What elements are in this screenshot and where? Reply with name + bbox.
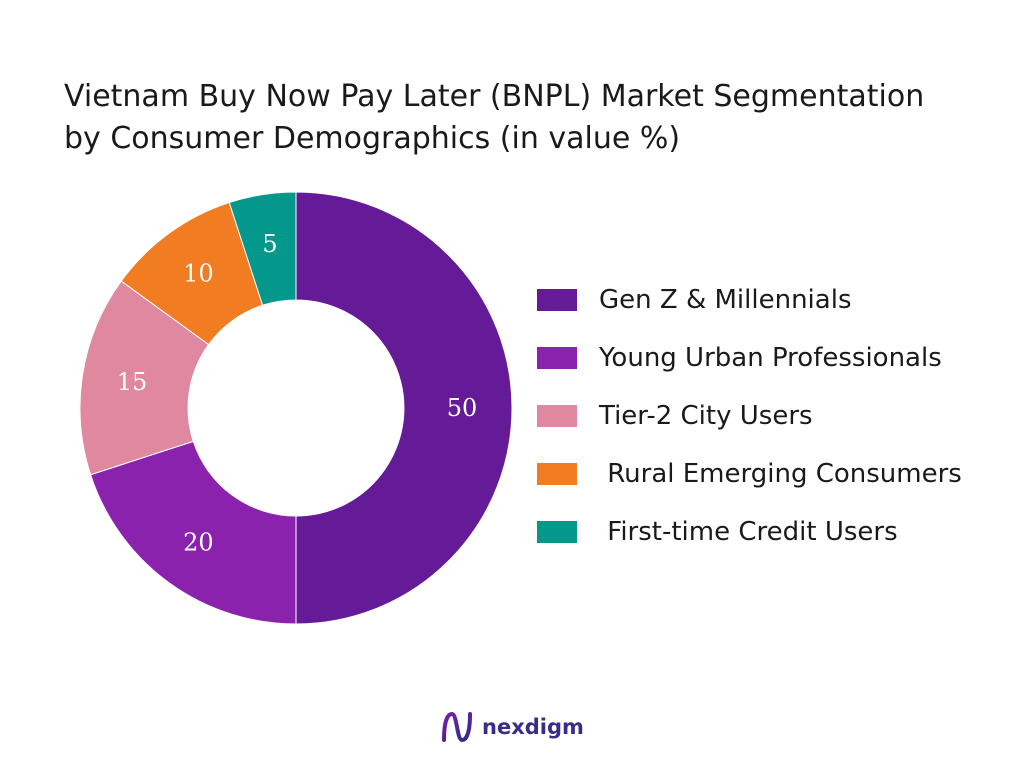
legend-label-0: Gen Z & Millennials bbox=[599, 285, 852, 315]
legend-swatch-2 bbox=[537, 405, 577, 427]
brand-name: nexdigm bbox=[482, 715, 584, 739]
chart-title-line-2: by Consumer Demographics (in value %) bbox=[64, 121, 681, 156]
data-label-4: 5 bbox=[262, 230, 277, 258]
legend-item-2: Tier-2 City Users bbox=[537, 396, 962, 436]
legend-label-4: First-time Credit Users bbox=[599, 517, 898, 547]
legend-label-3: Rural Emerging Consumers bbox=[599, 459, 962, 489]
data-label-0: 50 bbox=[447, 394, 478, 422]
donut-slice-4 bbox=[228, 191, 297, 306]
chart-title-line-1: Vietnam Buy Now Pay Later (BNPL) Market … bbox=[64, 79, 925, 114]
data-label-1: 20 bbox=[183, 528, 214, 556]
legend-item-3: Rural Emerging Consumers bbox=[537, 454, 962, 494]
legend-swatch-1 bbox=[537, 347, 577, 369]
legend-item-1: Young Urban Professionals bbox=[537, 338, 962, 378]
nexdigm-logo-icon bbox=[442, 711, 472, 743]
donut-slice-0 bbox=[295, 191, 513, 625]
legend-item-0: Gen Z & Millennials bbox=[537, 280, 962, 320]
donut-slice-2 bbox=[79, 280, 210, 476]
brand-footer: nexdigm bbox=[440, 710, 584, 744]
data-label-2: 15 bbox=[117, 368, 148, 396]
legend-label-1: Young Urban Professionals bbox=[599, 343, 942, 373]
chart-legend: Gen Z & Millennials Young Urban Professio… bbox=[537, 280, 962, 570]
chart-title: Vietnam Buy Now Pay Later (BNPL) Market … bbox=[64, 76, 1014, 160]
data-label-3: 10 bbox=[183, 260, 214, 288]
legend-label-2: Tier-2 City Users bbox=[599, 401, 813, 431]
legend-item-4: First-time Credit Users bbox=[537, 512, 962, 552]
legend-swatch-3 bbox=[537, 463, 577, 485]
legend-swatch-0 bbox=[537, 289, 577, 311]
donut-slice-1 bbox=[89, 440, 297, 625]
legend-swatch-4 bbox=[537, 521, 577, 543]
